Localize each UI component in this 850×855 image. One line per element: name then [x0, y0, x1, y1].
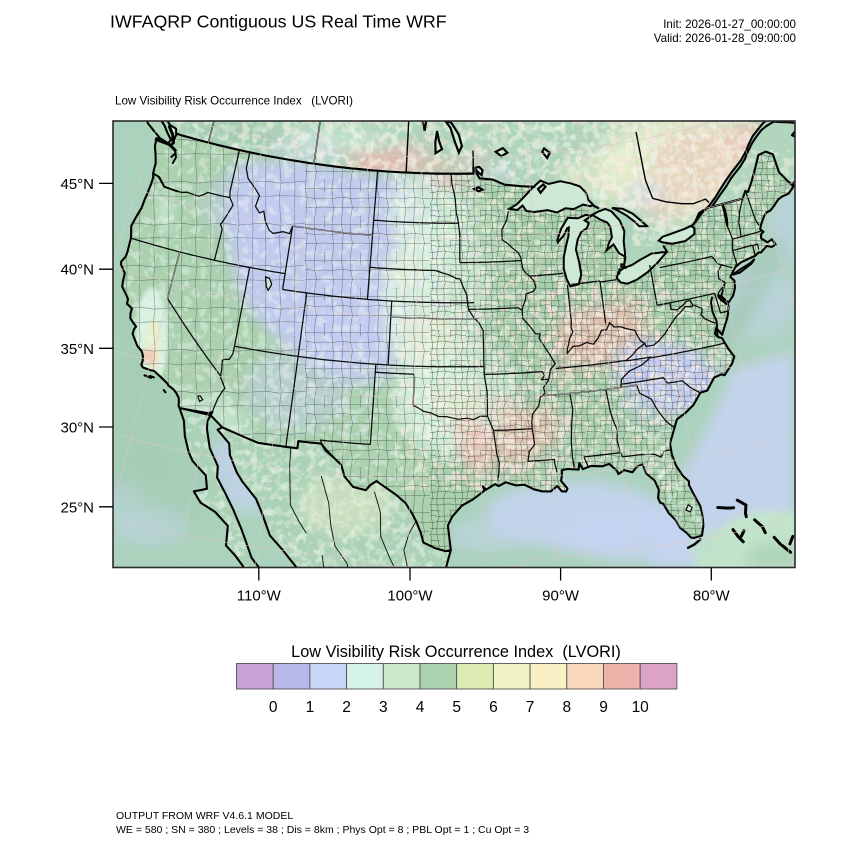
svg-text:90°W: 90°W	[542, 588, 580, 605]
svg-text:80°W: 80°W	[693, 588, 731, 605]
svg-text:5: 5	[452, 699, 461, 716]
svg-text:110°W: 110°W	[237, 588, 282, 605]
svg-text:Init: 2026-01-27_00:00:00: Init: 2026-01-27_00:00:00	[663, 18, 796, 31]
svg-text:1: 1	[306, 699, 315, 716]
svg-text:45°N: 45°N	[60, 176, 94, 193]
svg-text:100°W: 100°W	[387, 588, 433, 605]
svg-text:30°N: 30°N	[60, 420, 94, 437]
svg-text:10: 10	[632, 699, 650, 716]
svg-text:Valid: 2026-01-28_09:00:00: Valid: 2026-01-28_09:00:00	[654, 32, 796, 45]
svg-text:OUTPUT FROM WRF V4.6.1 MODEL: OUTPUT FROM WRF V4.6.1 MODEL	[116, 810, 293, 822]
svg-text:7: 7	[526, 699, 535, 716]
svg-text:9: 9	[599, 699, 608, 716]
svg-text:25°N: 25°N	[60, 499, 94, 516]
svg-text:Low Visibility Risk Occurrence: Low Visibility Risk Occurrence Index (LV…	[291, 643, 621, 661]
svg-text:6: 6	[489, 699, 498, 716]
svg-text:IWFAQRP Contiguous US Real Tim: IWFAQRP Contiguous US Real Time WRF	[110, 12, 447, 32]
svg-text:2: 2	[342, 699, 351, 716]
svg-text:35°N: 35°N	[60, 341, 94, 358]
svg-text:4: 4	[416, 699, 425, 716]
svg-text:40°N: 40°N	[60, 262, 94, 279]
svg-text:Low Visibility Risk Occurrence: Low Visibility Risk Occurrence Index (LV…	[115, 95, 353, 108]
svg-text:0: 0	[269, 699, 278, 716]
svg-text:3: 3	[379, 699, 388, 716]
svg-text:WE = 580 ; SN = 380 ; Levels =: WE = 580 ; SN = 380 ; Levels = 38 ; Dis …	[116, 824, 529, 836]
svg-text:8: 8	[562, 699, 571, 716]
